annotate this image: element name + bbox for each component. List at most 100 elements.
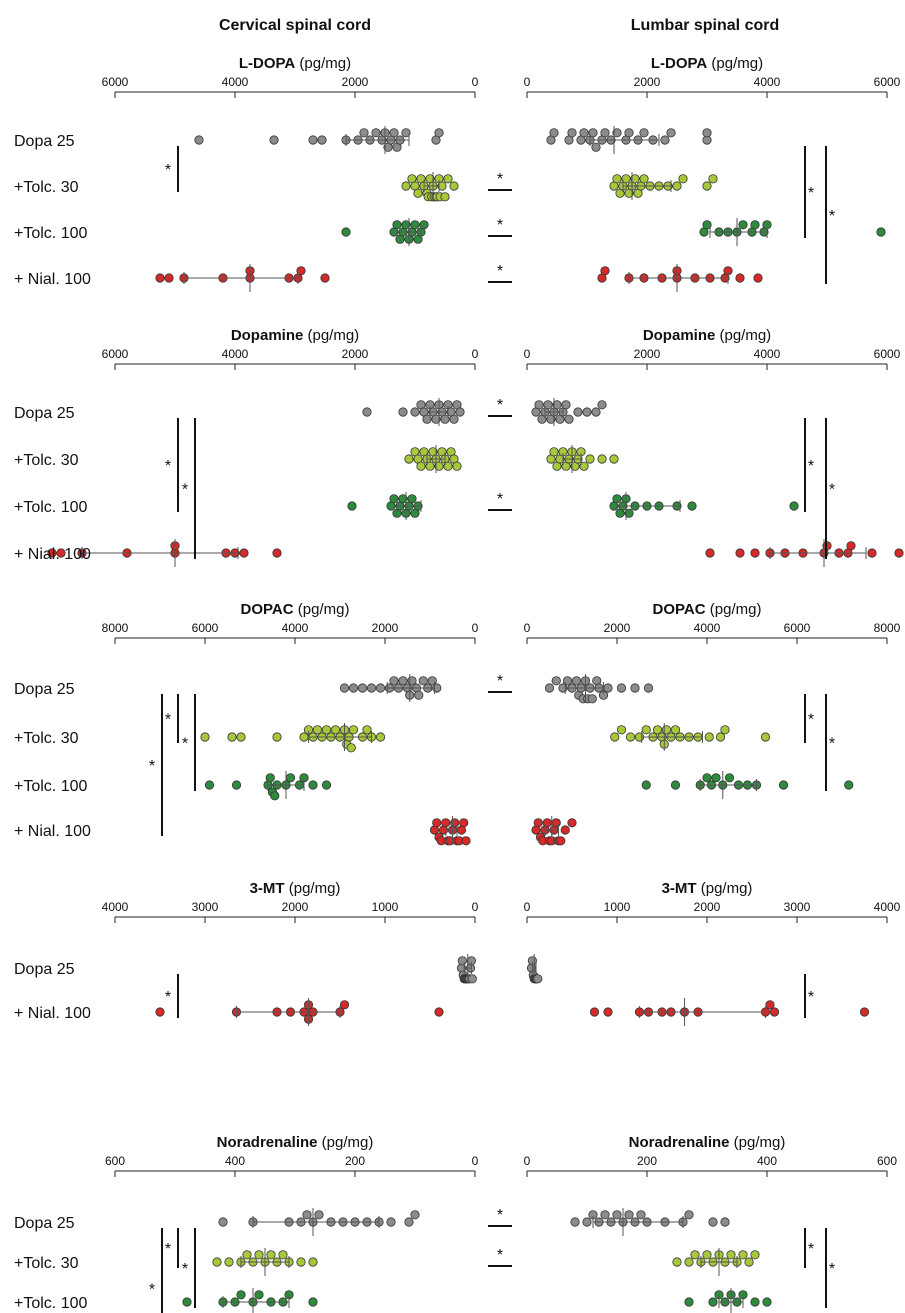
data-point [401, 181, 411, 191]
panel-title-metabolite: L-DOPA [239, 55, 296, 72]
data-point [551, 818, 561, 828]
data-point [639, 128, 649, 138]
data-point [431, 414, 441, 424]
x-tick-label: 3000 [192, 900, 219, 914]
x-tick-label: 2000 [342, 75, 369, 89]
data-point [272, 732, 282, 742]
data-point [672, 1257, 682, 1267]
data-point [200, 732, 210, 742]
row-label-tolc-30: +Tolc. 30 [14, 179, 79, 196]
panel-lumbar-spinal-cord-noradrenaline: Noradrenaline (pg/mg) 0 200 400 600 [524, 1134, 897, 1313]
data-point [666, 128, 676, 138]
data-point [639, 174, 649, 184]
data-point [570, 1217, 580, 1227]
data-point [459, 818, 469, 828]
between-region-mark: * [488, 397, 512, 417]
data-point [56, 548, 66, 558]
data-point [724, 773, 735, 783]
significance-star: * [149, 1282, 155, 1299]
data-point [708, 174, 718, 184]
data-point [236, 732, 246, 742]
data-point [612, 1210, 622, 1220]
data-point [660, 135, 670, 145]
data-point [321, 780, 332, 790]
significance-star: * [829, 482, 835, 499]
x-tick-label: 4000 [222, 75, 249, 89]
data-point [389, 128, 399, 138]
data-point [708, 1297, 718, 1307]
data-point [587, 694, 597, 704]
data-point [588, 128, 598, 138]
data-point [894, 548, 904, 558]
row-label-nial-100: + Nial. 100 [14, 1005, 91, 1022]
row-label-nial-100: + Nial. 100 [14, 823, 91, 840]
data-point [398, 676, 408, 686]
data-point [762, 1297, 772, 1307]
data-point [708, 1217, 718, 1227]
data-point [231, 780, 242, 790]
significance-star: * [808, 1241, 814, 1258]
data-point [339, 683, 350, 693]
significance-star: * [149, 758, 155, 775]
panel-title-metabolite: 3-MT [662, 880, 697, 897]
data-point [711, 773, 721, 783]
data-point [416, 461, 426, 471]
data-point [744, 1257, 754, 1267]
row-label-tolc-100: +Tolc. 100 [14, 1295, 87, 1312]
series-dopa-25 [544, 674, 654, 704]
panel-title: Dopamine (pg/mg) [643, 327, 771, 344]
x-tick-label: 2000 [694, 900, 721, 914]
x-tick-label: 600 [877, 1154, 897, 1168]
x-tick-label: 4000 [754, 347, 781, 361]
data-point [296, 266, 306, 276]
data-point [625, 732, 636, 742]
data-point [434, 1007, 444, 1017]
data-point [610, 732, 620, 742]
significance-star: * [808, 712, 814, 729]
between-region-mark: * [488, 217, 512, 237]
significance-bracket: * [149, 694, 163, 836]
x-tick-label: 6000 [784, 621, 811, 635]
x-tick-label: 200 [637, 1154, 657, 1168]
row-label-tolc-30: +Tolc. 30 [14, 452, 79, 469]
between-region-star: * [497, 491, 503, 508]
data-point [410, 407, 420, 417]
x-tick-label: 0 [472, 900, 479, 914]
data-point [678, 174, 688, 184]
data-point [321, 725, 332, 735]
data-point [670, 725, 681, 735]
data-point [684, 1210, 694, 1220]
data-point [440, 414, 450, 424]
panel-title-unit: (pg/mg) [295, 55, 351, 72]
panel-title-unit: (pg/mg) [303, 327, 359, 344]
data-point [401, 128, 411, 138]
panel-title-unit: (pg/mg) [715, 327, 771, 344]
series-tolc-30 [610, 723, 771, 751]
data-point [616, 683, 627, 693]
series-tolc-30 [404, 445, 462, 473]
data-point [443, 174, 453, 184]
data-point [375, 732, 386, 742]
data-point [624, 128, 634, 138]
data-point [585, 454, 595, 464]
row-label-dopa-25: Dopa 25 [14, 961, 75, 978]
data-point [702, 181, 712, 191]
between-region-star: * [497, 397, 503, 414]
between-region-star: * [497, 217, 503, 234]
x-tick-label: 4000 [222, 347, 249, 361]
series-nial-100 [155, 264, 330, 292]
panel-title: 3-MT (pg/mg) [250, 880, 341, 897]
data-point [440, 192, 450, 202]
series-tolc-100 [204, 771, 332, 801]
data-point [753, 273, 763, 283]
data-point [624, 508, 634, 518]
data-point [560, 825, 570, 835]
data-point [404, 1217, 414, 1227]
data-point [398, 494, 408, 504]
between-region-star: * [497, 673, 503, 690]
data-point [164, 273, 174, 283]
data-point [227, 732, 237, 742]
significance-star: * [165, 458, 171, 475]
data-point [194, 135, 204, 145]
data-point [579, 128, 589, 138]
